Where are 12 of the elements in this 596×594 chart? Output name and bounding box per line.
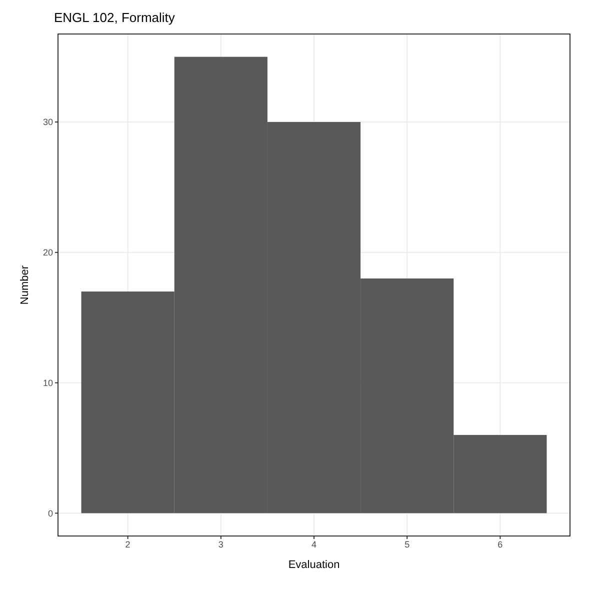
chart-title: ENGL 102, Formality (53, 9, 176, 27)
y-tick-label: 30 (42, 117, 53, 128)
x-tick-label: 3 (218, 539, 224, 550)
x-tick-label: 5 (404, 539, 410, 550)
y-axis-title: Number (18, 265, 31, 305)
x-tick-label: 4 (311, 539, 317, 550)
x-tick-label: 2 (125, 539, 130, 550)
x-tick-label: 6 (498, 539, 503, 550)
y-tick-label: 0 (48, 508, 53, 518)
y-tick-label: 20 (42, 248, 53, 258)
x-axis-title: Evaluation (288, 559, 340, 571)
y-tick-label: 10 (42, 378, 53, 388)
